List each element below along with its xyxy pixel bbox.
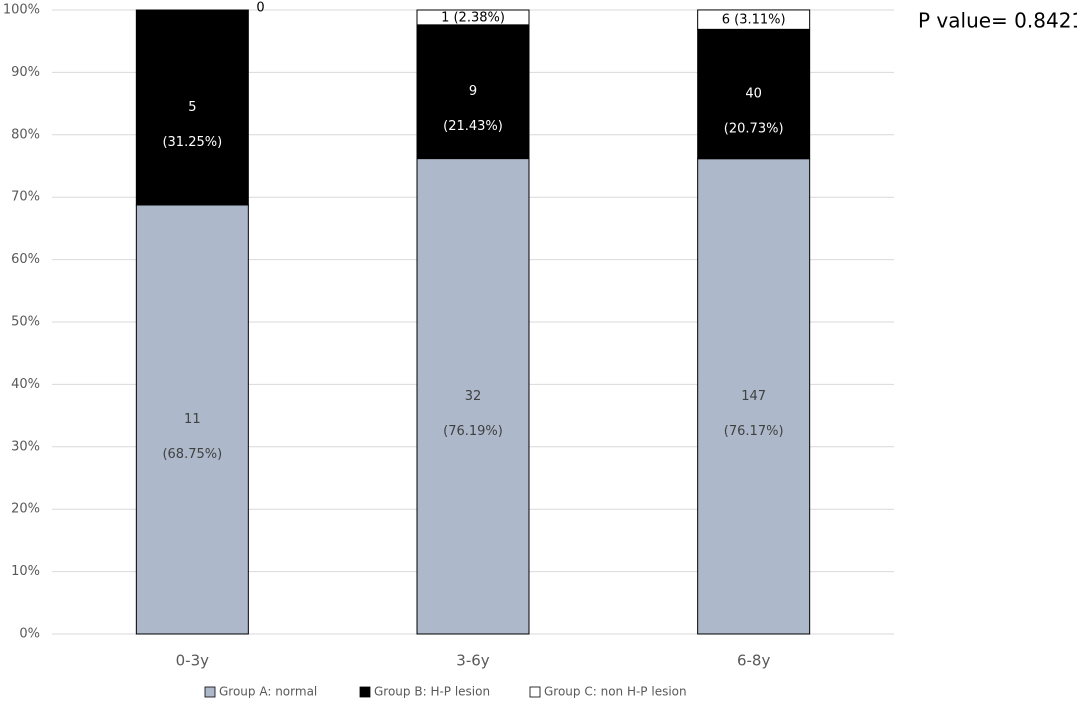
x-tick-label: 0-3y bbox=[176, 652, 209, 670]
y-tick-label: 50% bbox=[11, 315, 40, 330]
percent-label: (68.75%) bbox=[162, 447, 222, 462]
bar-segment bbox=[416, 24, 530, 160]
data-label: 0 bbox=[256, 1, 264, 16]
count-label: 147 bbox=[741, 389, 766, 404]
legend-swatch bbox=[529, 686, 541, 698]
count-label: 40 bbox=[745, 87, 762, 102]
y-tick-label: 90% bbox=[11, 65, 40, 80]
legend-swatch bbox=[204, 686, 216, 698]
percent-label: (20.73%) bbox=[724, 122, 784, 137]
bar-segment bbox=[697, 9, 811, 30]
legend-swatch bbox=[359, 686, 371, 698]
percent-label: (76.17%) bbox=[724, 424, 784, 439]
count-label: 9 bbox=[469, 84, 477, 99]
legend-label: Group B: H-P lesion bbox=[374, 685, 490, 699]
y-tick-label: 30% bbox=[11, 439, 40, 454]
y-tick-label: 0% bbox=[19, 627, 40, 642]
legend-label: Group A: normal bbox=[219, 685, 317, 699]
percent-label: (2.38%) bbox=[453, 10, 504, 25]
bar-segment bbox=[135, 204, 249, 635]
bar-segment bbox=[697, 28, 811, 160]
percent-label: (21.43%) bbox=[443, 119, 503, 134]
y-tick-label: 20% bbox=[11, 502, 40, 517]
count-label: 32 bbox=[465, 389, 482, 404]
bar-segment bbox=[416, 158, 530, 635]
x-tick-label: 6-8y bbox=[737, 652, 770, 670]
y-tick-label: 100% bbox=[3, 3, 40, 18]
y-tick-label: 40% bbox=[11, 377, 40, 392]
bar-segment bbox=[416, 9, 530, 26]
percent-label: (31.25%) bbox=[162, 135, 222, 150]
y-tick-label: 60% bbox=[11, 252, 40, 267]
count-label: 6 bbox=[722, 12, 730, 27]
count-label: 5 bbox=[188, 100, 196, 115]
count-label: 1 bbox=[441, 10, 449, 25]
legend-label: Group C: non H-P lesion bbox=[544, 685, 687, 699]
data-label: 6 (3.11%) bbox=[722, 12, 786, 27]
bar-segment bbox=[135, 9, 249, 206]
y-tick-label: 10% bbox=[11, 564, 40, 579]
y-tick-label: 70% bbox=[11, 190, 40, 205]
percent-label: (76.19%) bbox=[443, 424, 503, 439]
count-label: 11 bbox=[184, 412, 201, 427]
percent-label: (3.11%) bbox=[734, 12, 785, 27]
y-tick-label: 80% bbox=[11, 127, 40, 142]
p-value: P value= 0.8421 bbox=[918, 9, 1077, 33]
bar-segment bbox=[697, 158, 811, 635]
x-tick-label: 3-6y bbox=[456, 652, 489, 670]
data-label: 1 (2.38%) bbox=[441, 10, 505, 25]
